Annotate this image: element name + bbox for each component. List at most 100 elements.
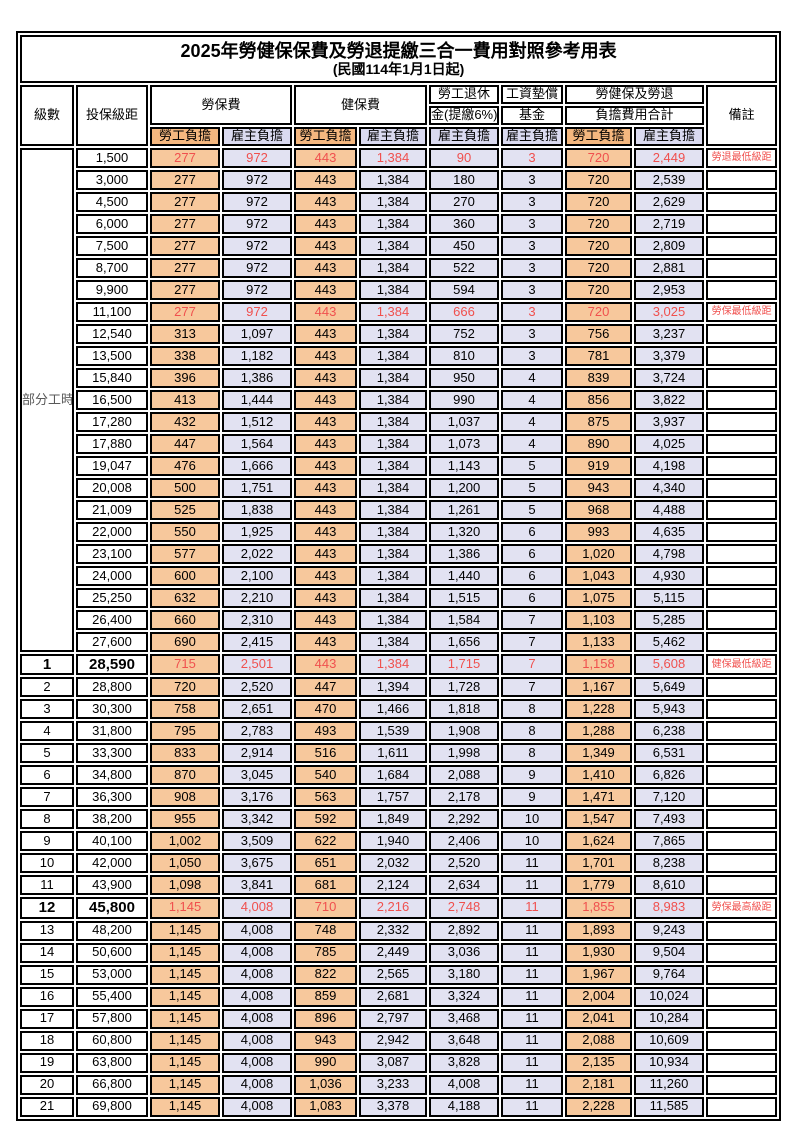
cell-fee: 4 <box>501 390 563 410</box>
cell-fee: 972 <box>222 302 292 322</box>
cell-level: 13 <box>20 920 74 941</box>
cell-fee: 6,238 <box>634 721 704 742</box>
cell-fee: 3 <box>501 302 563 322</box>
cell-fee: 396 <box>150 368 220 388</box>
cell-fee: 4,008 <box>222 897 292 919</box>
cell-remark <box>706 566 778 586</box>
cell-fee: 1,384 <box>359 346 427 366</box>
cell-remark <box>706 721 778 742</box>
cell-fee: 1,624 <box>565 831 632 852</box>
table-row: 9 40,100 1,002 3,509 622 1,940 2,406 10 1,624 7,8… <box>20 831 778 852</box>
cell-fee: 11 <box>501 1030 563 1051</box>
cell-remark: 健保最低級距 <box>706 654 778 676</box>
cell-fee: 11 <box>501 875 563 896</box>
cell-bracket: 28,590 <box>76 654 148 676</box>
cell-fee: 972 <box>222 214 292 234</box>
table-body: 部分工時 1,500 277 972 443 1,384 90 3 720 2,449 勞退最低級距… <box>20 148 778 1117</box>
cell-remark <box>706 522 778 542</box>
cell-fee: 1,471 <box>565 787 632 808</box>
cell-fee: 3 <box>501 324 563 344</box>
cell-fee: 1,384 <box>359 258 427 278</box>
cell-level: 10 <box>20 853 74 874</box>
cell-fee: 1,515 <box>429 588 499 608</box>
cell-fee: 540 <box>294 765 357 786</box>
table-row: 12,540 313 1,097 443 1,384 752 3 756 3,237 <box>20 324 778 344</box>
cell-level: 5 <box>20 743 74 764</box>
cell-fee: 443 <box>294 478 357 498</box>
cell-fee: 443 <box>294 434 357 454</box>
cell-fee: 2,449 <box>359 942 427 963</box>
cell-fee: 651 <box>294 853 357 874</box>
cell-fee: 1,133 <box>565 632 632 652</box>
cell-fee: 470 <box>294 699 357 720</box>
cell-bracket: 50,600 <box>76 942 148 963</box>
cell-fee: 277 <box>150 148 220 168</box>
cell-fee: 1,182 <box>222 346 292 366</box>
cell-fee: 1,930 <box>565 942 632 963</box>
cell-remark <box>706 236 778 256</box>
cell-fee: 720 <box>565 192 632 212</box>
cell-level: 7 <box>20 787 74 808</box>
cell-bracket: 17,880 <box>76 434 148 454</box>
cell-level: 9 <box>20 831 74 852</box>
cell-fee: 10,284 <box>634 1008 704 1029</box>
cell-fee: 1,145 <box>150 1096 220 1117</box>
cell-fee: 1,384 <box>359 390 427 410</box>
cell-fee: 2,520 <box>429 853 499 874</box>
cell-bracket: 20,008 <box>76 478 148 498</box>
cell-bracket: 28,800 <box>76 677 148 698</box>
cell-fee: 1,103 <box>565 610 632 630</box>
cell-fee: 10,934 <box>634 1052 704 1073</box>
cell-fee: 1,893 <box>565 920 632 941</box>
cell-fee: 9 <box>501 787 563 808</box>
cell-remark <box>706 831 778 852</box>
cell-fee: 1,145 <box>150 1052 220 1073</box>
cell-fee: 2,210 <box>222 588 292 608</box>
table-row: 22,000 550 1,925 443 1,384 1,320 6 993 4,635 <box>20 522 778 542</box>
cell-fee: 3 <box>501 170 563 190</box>
cell-fee: 4 <box>501 434 563 454</box>
cell-fee: 277 <box>150 236 220 256</box>
cell-fee: 1,611 <box>359 743 427 764</box>
cell-fee: 7 <box>501 654 563 676</box>
subheader-employer-share: 雇主負擔 <box>359 127 427 146</box>
cell-fee: 785 <box>294 942 357 963</box>
cell-bracket: 66,800 <box>76 1074 148 1095</box>
cell-fee: 715 <box>150 654 220 676</box>
cell-fee: 4,008 <box>222 1008 292 1029</box>
cell-fee: 1,384 <box>359 500 427 520</box>
cell-fee: 1,384 <box>359 368 427 388</box>
cell-remark <box>706 986 778 1007</box>
cell-fee: 9,243 <box>634 920 704 941</box>
cell-bracket: 33,300 <box>76 743 148 764</box>
cell-fee: 443 <box>294 324 357 344</box>
table-row: 14 50,600 1,145 4,008 785 2,449 3,036 11 1,930 9,… <box>20 942 778 963</box>
subheader-labor-share: 勞工負擔 <box>294 127 357 146</box>
cell-remark <box>706 942 778 963</box>
cell-fee: 1,083 <box>294 1096 357 1117</box>
cell-fee: 839 <box>565 368 632 388</box>
cell-bracket: 34,800 <box>76 765 148 786</box>
cell-remark <box>706 853 778 874</box>
cell-fee: 990 <box>294 1052 357 1073</box>
table-row: 18 60,800 1,145 4,008 943 2,942 3,648 11 2,088 10… <box>20 1030 778 1051</box>
cell-fee: 2,004 <box>565 986 632 1007</box>
cell-fee: 1,384 <box>359 522 427 542</box>
table-row: 2 28,800 720 2,520 447 1,394 1,728 7 1,167 5,649 <box>20 677 778 698</box>
cell-fee: 7 <box>501 677 563 698</box>
col-header-wage-fund-line2: 基金 <box>501 106 563 125</box>
cell-fee: 6,531 <box>634 743 704 764</box>
cell-fee: 1,228 <box>565 699 632 720</box>
table-row: 21,009 525 1,838 443 1,384 1,261 5 968 4,488 <box>20 500 778 520</box>
cell-fee: 1,073 <box>429 434 499 454</box>
cell-fee: 875 <box>565 412 632 432</box>
cell-fee: 3,036 <box>429 942 499 963</box>
cell-fee: 1,384 <box>359 588 427 608</box>
subheader-labor-share: 勞工負擔 <box>150 127 220 146</box>
cell-fee: 1,908 <box>429 721 499 742</box>
cell-fee: 8 <box>501 721 563 742</box>
cell-bracket: 17,280 <box>76 412 148 432</box>
cell-fee: 2,892 <box>429 920 499 941</box>
cell-fee: 1,998 <box>429 743 499 764</box>
cell-fee: 972 <box>222 148 292 168</box>
